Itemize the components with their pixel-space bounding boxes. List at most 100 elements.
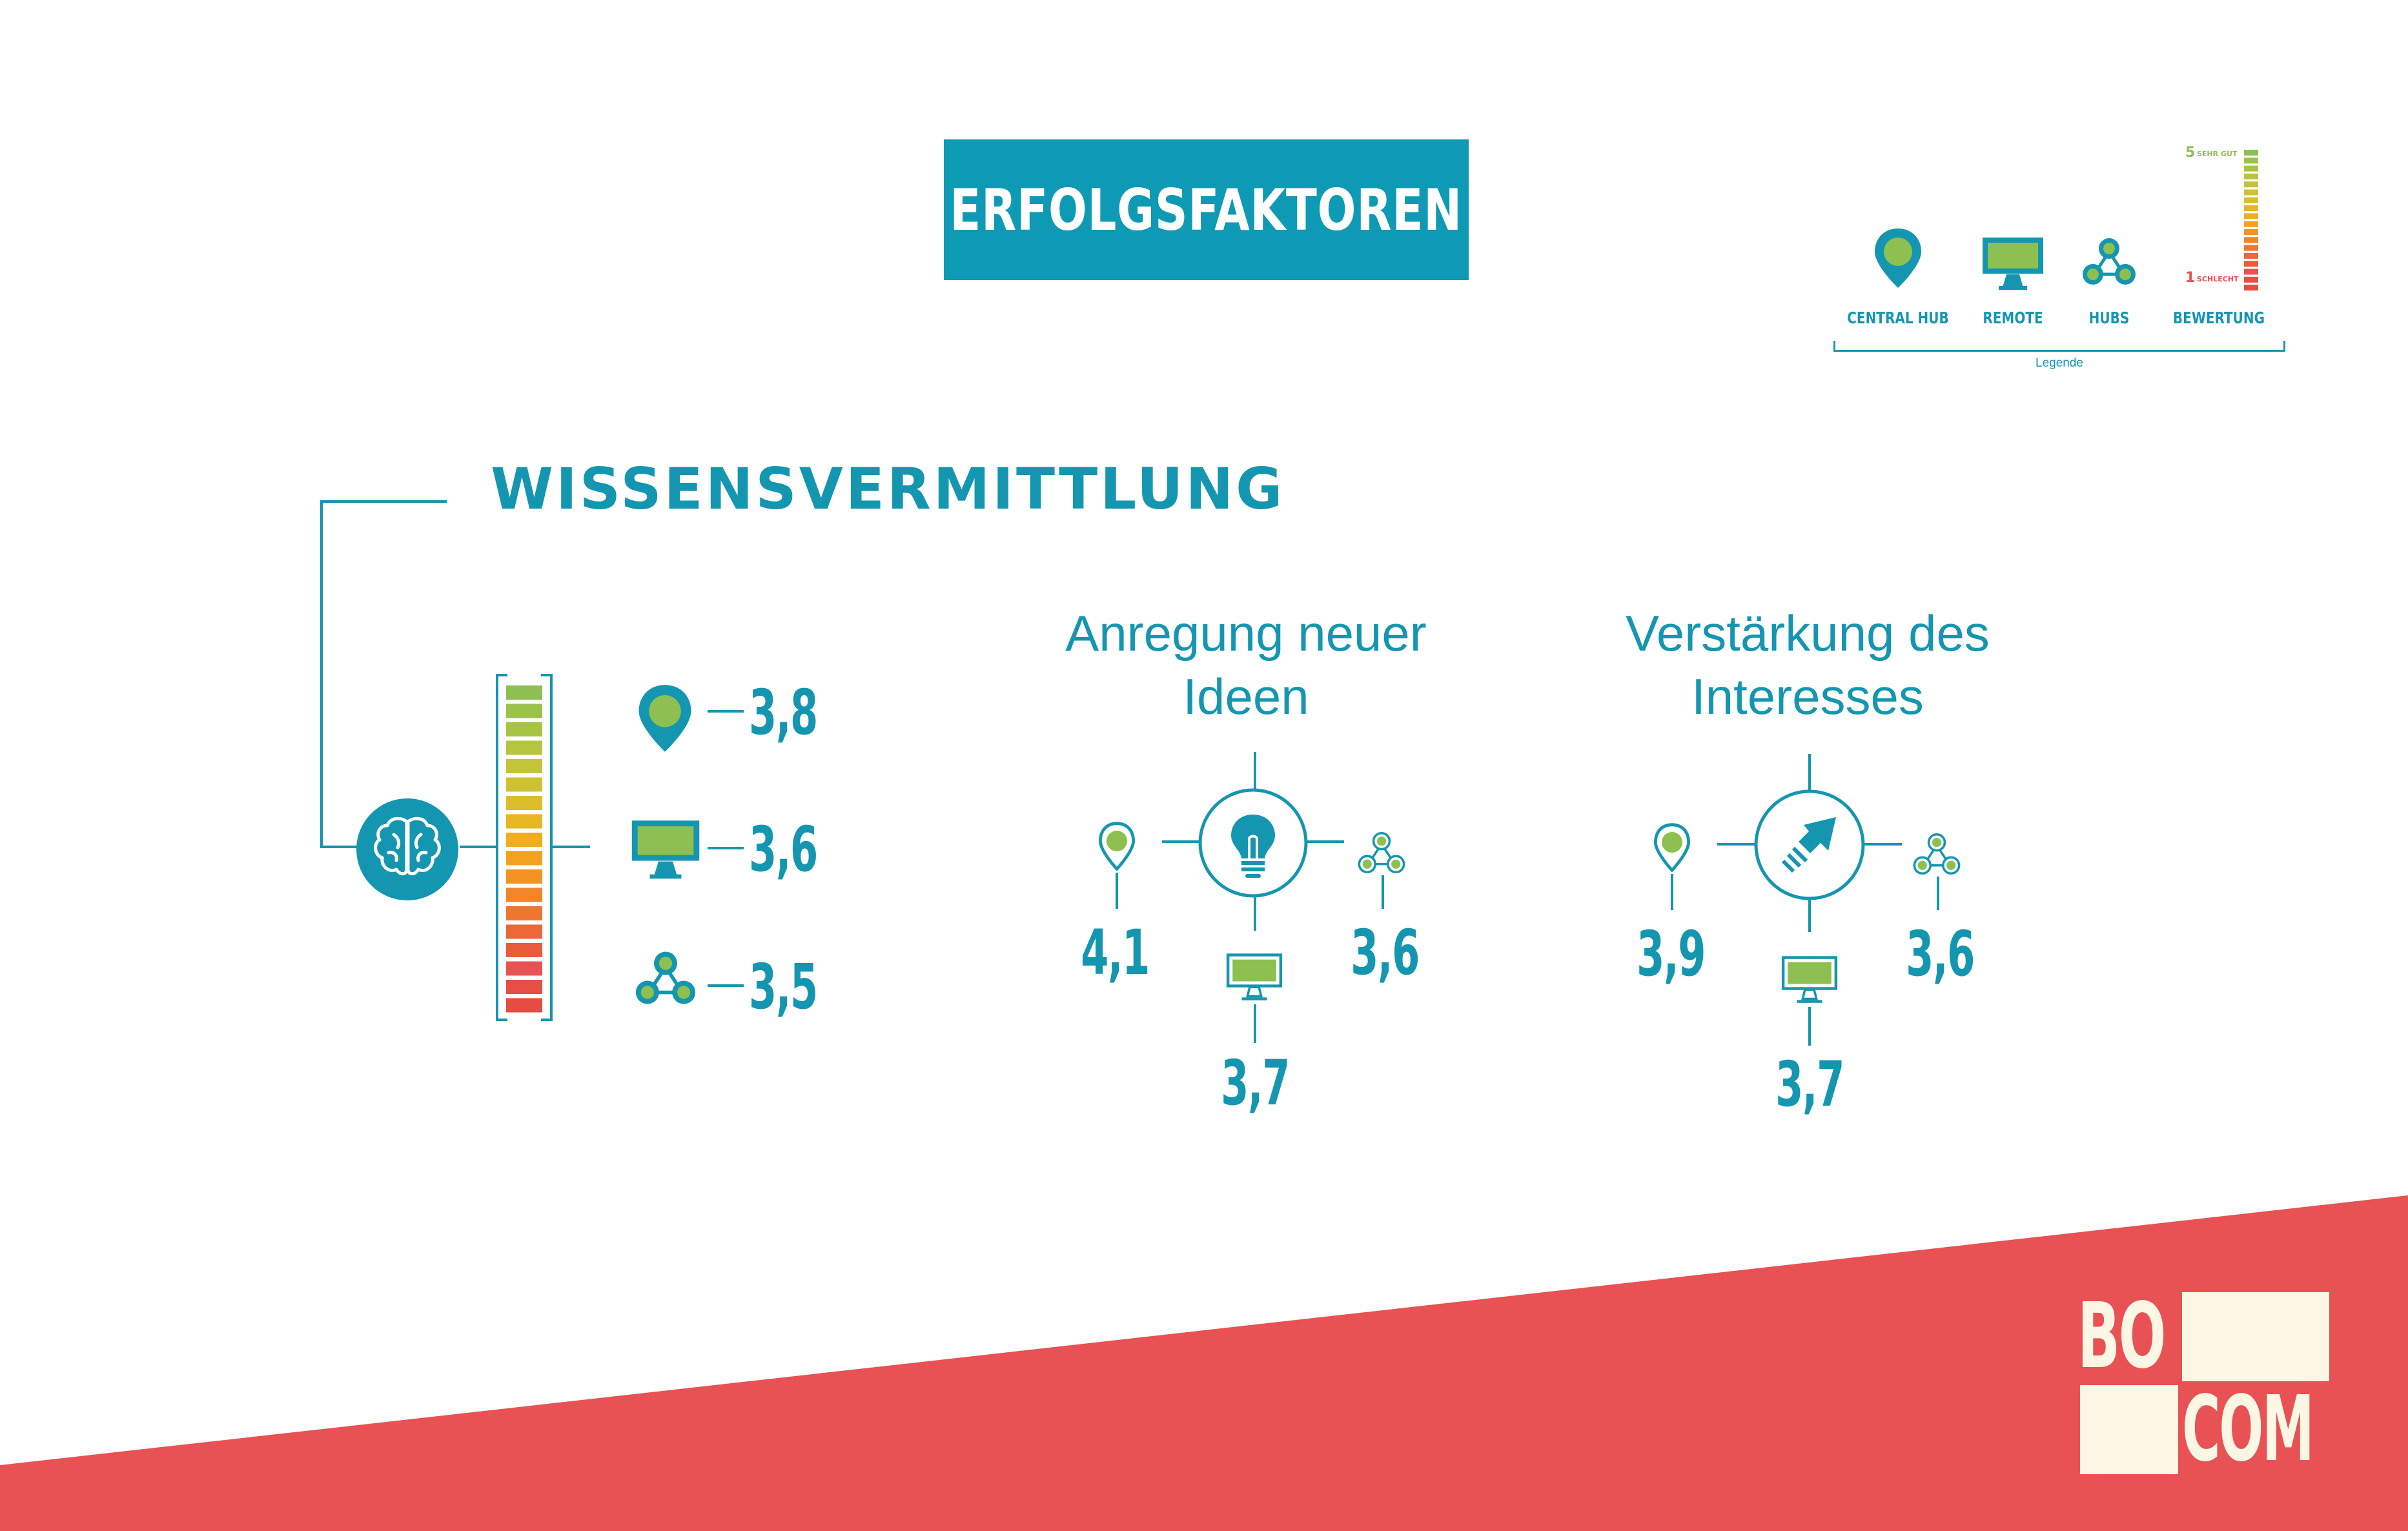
value-central-hub: 3,9 [1637,918,1706,990]
connector-line [1808,900,1811,932]
legend-label-central-hub: CENTRAL HUB [1847,309,1949,327]
value-hubs: 3,6 [1351,917,1420,989]
rating-bar-segment [506,704,542,718]
rating-scale-icon [2244,150,2258,291]
page-title: ERFOLGSFAKTOREN [950,176,1463,243]
section-title: WISSENSVERMITTLUNG [491,456,1285,522]
legend-scale-segment [2244,229,2258,235]
hubs-icon [2083,238,2136,285]
scale-top-word: SEHR GUT [2197,150,2238,158]
legend-scale-segment [2244,197,2258,203]
rating-bar-segment [506,833,542,847]
connector-line [553,846,590,848]
rating-bar-segment [506,722,542,736]
rating-bar-segment [506,685,542,700]
rating-bar-segment [506,759,542,773]
growth-arrow-icon [1754,789,1865,900]
legend-scale-segment [2244,269,2258,275]
rating-bar-bracket [541,674,553,676]
connector-line [320,846,359,848]
rating-bar-segment [506,924,542,939]
connector-line [1382,875,1384,909]
connector-line [1254,752,1256,797]
legend-scale-segment [2244,252,2258,259]
bocom-logo: BO COM [2077,1288,2329,1478]
legend-scale-segment [2244,173,2258,179]
rating-bar [496,674,553,1021]
connector-line [1671,874,1673,910]
connector-line [708,984,744,987]
connector-line [1717,843,1755,846]
pin-icon [1875,228,1921,288]
legend-scale-segment [2244,245,2258,251]
rating-bar-segment [506,980,542,994]
legend-bracket-left-tick [1833,341,1835,352]
legend-scale-segment [2244,213,2258,219]
interest-title: Verstärkung des Interesses [1549,602,2066,728]
scale-top-number: 5 [2185,145,2196,161]
connector-line [1864,843,1902,846]
monitor-icon [1781,956,1838,1003]
legend-bracket [1833,350,2285,352]
hubs-icon [635,951,696,1004]
lightbulb-icon [1198,788,1308,898]
logo-text-top: BO [2077,1284,2166,1389]
legend-scale-segment [2244,189,2258,196]
value-remote: 3,7 [1775,1048,1844,1120]
scale-bottom-word: SCHLECHT [2197,275,2239,283]
rating-bar-bracket [496,674,498,1021]
legend-label-remote: REMOTE [1983,309,2043,327]
connector-line [1254,1004,1256,1043]
rating-bar-segment [506,943,542,957]
monitor-icon [1226,953,1283,1000]
legend-scale-segment [2244,237,2258,243]
hubs-icon [1358,832,1405,873]
connector-line [1808,754,1811,796]
rating-bar-segment [506,887,542,902]
rating-bar-bracket [496,674,507,676]
value-remote: 3,6 [749,813,818,886]
ideas-title-line1: Anregung neuer [1065,605,1427,662]
legend-scale-segment [2244,276,2258,283]
value-central-hub: 3,8 [749,676,818,749]
page-title-box: ERFOLGSFAKTOREN [944,139,1469,280]
rating-bar-segment [506,906,542,920]
legend-scale-segment [2244,261,2258,267]
legend-label-hubs: HUBS [2088,309,2130,327]
logo-block [2182,1292,2329,1381]
connector-line [1937,877,1939,910]
interest-title-line2: Interesses [1691,668,1924,725]
rating-bar-segment [506,851,542,866]
rating-bar-segment [506,777,542,792]
legend-bracket-right-tick [2283,341,2285,352]
interest-title-line1: Verstärkung des [1626,605,1990,662]
scale-bottom-number: 1 [2185,270,2196,286]
pin-icon [1098,822,1136,871]
ideas-title: Anregung neuer Ideen [994,602,1498,728]
connector-line [460,846,496,848]
monitor-icon [631,820,700,879]
legend-label-bewertung: BEWERTUNG [2172,309,2265,327]
legend-scale-segment [2244,205,2258,212]
connector-line [1254,897,1256,931]
rating-bar-bracket [541,1019,553,1021]
legend-scale-segment [2244,221,2258,227]
rating-bar-bracket [496,1019,507,1021]
rating-bar-segment [506,961,542,976]
rating-bar-segment [506,998,542,1013]
connector-line [1162,840,1199,843]
monitor-icon [1983,238,2043,290]
ideas-title-line2: Ideen [1183,668,1309,725]
legend: 5 SEHR GUT 1 SCHLECHT CENTRAL HUB REMOTE… [1827,136,2292,381]
rating-bar-segment [506,740,542,755]
connector-line [708,710,744,713]
rating-bar-segment [506,796,542,810]
value-remote: 3,7 [1221,1047,1290,1119]
hubs-icon [1913,833,1961,875]
logo-text-bottom: COM [2182,1377,2314,1482]
legend-scale-segment [2244,181,2258,188]
rating-bar-bracket [550,674,553,1021]
connector-line [708,847,744,849]
rating-bar-segment [506,814,542,829]
